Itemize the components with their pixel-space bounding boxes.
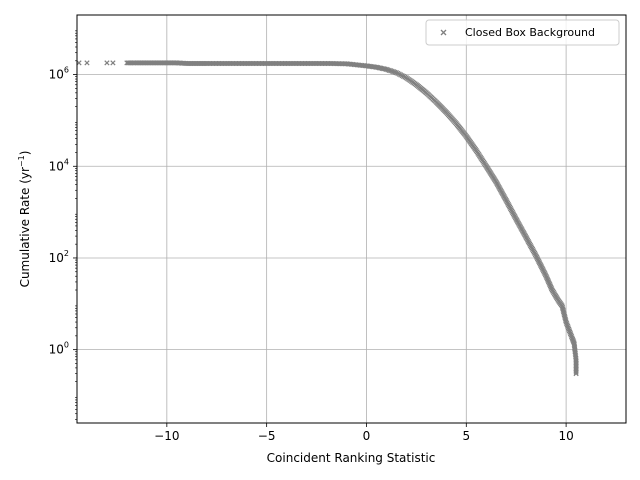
data-point [370, 64, 377, 70]
data-point [572, 346, 578, 352]
data-point [221, 60, 227, 67]
data-point [573, 367, 579, 374]
data-point [564, 320, 570, 327]
y-axis-ticks: 100 102 104 106 [49, 30, 77, 420]
data-point [567, 329, 573, 335]
data-point [161, 60, 167, 66]
data-point [492, 178, 499, 184]
data-point [563, 317, 569, 324]
data-point [565, 325, 571, 331]
data-points [76, 60, 579, 377]
x-tick-label: 10 [558, 429, 573, 443]
y-tick-label: 104 [49, 157, 69, 173]
y-axis-label: Cumulative Rate (yr−1) [17, 151, 32, 288]
data-point [389, 68, 395, 74]
data-point [512, 215, 519, 221]
data-point [380, 66, 387, 72]
data-point [104, 60, 110, 66]
y-axis-label-exponent: −1 [17, 155, 26, 167]
x-axis-ticks: −10 −5 0 5 10 [154, 423, 574, 443]
data-point [280, 60, 287, 67]
data-point [388, 68, 394, 74]
data-point [84, 60, 90, 66]
x-tick-label: −5 [258, 429, 276, 443]
data-point [320, 60, 327, 67]
data-point [566, 326, 572, 332]
legend-box [425, 19, 620, 46]
y-tick-label: 106 [49, 66, 69, 82]
data-point [191, 60, 197, 67]
grid [77, 15, 626, 423]
data-point [502, 196, 509, 202]
data-point [151, 60, 157, 66]
data-point [181, 60, 187, 66]
data-point [567, 330, 574, 337]
data-point [573, 369, 579, 375]
data-point [386, 67, 392, 73]
data-point [542, 272, 549, 278]
data-point [141, 60, 147, 66]
data-point [110, 60, 116, 66]
y-tick-label: 100 [49, 341, 69, 357]
x-axis-label: Coincident Ranking Statistic [267, 451, 436, 465]
data-point [385, 67, 391, 73]
data-point [340, 61, 347, 67]
x-tick-label: −10 [154, 429, 179, 443]
data-point [548, 286, 555, 292]
data-point [482, 162, 489, 168]
data-point [568, 332, 574, 338]
data-point [201, 60, 207, 67]
data-point [532, 252, 539, 258]
data-point [300, 60, 307, 67]
legend: Closed Box Background [425, 19, 620, 46]
data-point [76, 60, 82, 66]
data-point [360, 62, 367, 69]
x-tick-label: 0 [363, 429, 371, 443]
data-point [522, 233, 529, 239]
data-point [554, 296, 560, 302]
data-point [562, 316, 569, 322]
data-point [240, 60, 247, 67]
data-point [390, 69, 397, 75]
y-tick-label: 102 [49, 249, 69, 265]
data-point [131, 60, 137, 66]
data-point [573, 353, 579, 360]
data-point [125, 60, 131, 66]
data-point [171, 60, 177, 66]
data-point [260, 60, 267, 67]
data-point [565, 323, 571, 330]
legend-label: Closed Box Background [465, 26, 595, 39]
data-point [566, 328, 573, 334]
data-point [392, 69, 398, 75]
plot-frame [76, 14, 627, 424]
data-point [564, 322, 570, 328]
x-tick-label: 5 [462, 429, 470, 443]
legend-marker-icon [440, 29, 447, 36]
data-point [402, 74, 408, 80]
